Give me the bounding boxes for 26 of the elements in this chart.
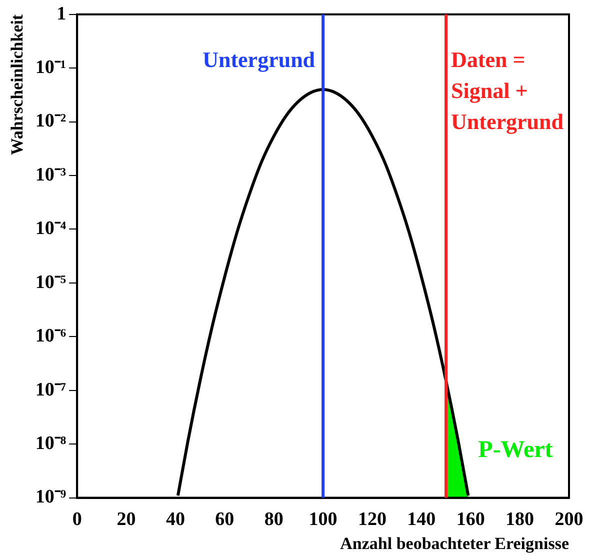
- y-tick-label: 1: [56, 3, 66, 24]
- y-axis-title: Wahrscheinlichkeit: [8, 14, 27, 156]
- y-tick-label: 10⁻⁵: [35, 272, 66, 293]
- y-tick-label: 10⁻⁹: [35, 486, 66, 508]
- y-tick-label: 10⁻⁴: [35, 218, 66, 240]
- y-tick-label: 10⁻²: [35, 110, 66, 132]
- x-tick-label: 120: [358, 509, 386, 530]
- x-tick-label: 60: [215, 509, 234, 530]
- x-tick-label: 80: [264, 509, 284, 530]
- x-tick-label: 200: [554, 509, 584, 530]
- series-label: P-Wert: [478, 436, 553, 463]
- y-tick-label: 10⁻¹: [35, 57, 66, 78]
- x-tick-label: 180: [506, 509, 534, 530]
- y-tick-label: 10⁻⁷: [35, 379, 66, 400]
- y-tick-label: 10⁻⁸: [35, 432, 66, 454]
- ref-line-label: Daten = Signal + Untergrund: [451, 47, 564, 134]
- x-tick-label: 20: [116, 509, 136, 530]
- x-tick-label: 40: [166, 509, 185, 530]
- y-tick-label: 10⁻⁶: [35, 326, 66, 347]
- y-tick-label: 10⁻³: [35, 164, 66, 186]
- x-tick-label: 0: [72, 509, 82, 530]
- x-tick-label: 140: [407, 509, 436, 530]
- x-tick-label: 100: [308, 509, 338, 530]
- x-tick-label: 160: [456, 509, 485, 530]
- ref-line-label: Untergrund: [202, 47, 316, 72]
- x-axis-title: Anzahl beobachteter Ereignisse: [340, 534, 570, 554]
